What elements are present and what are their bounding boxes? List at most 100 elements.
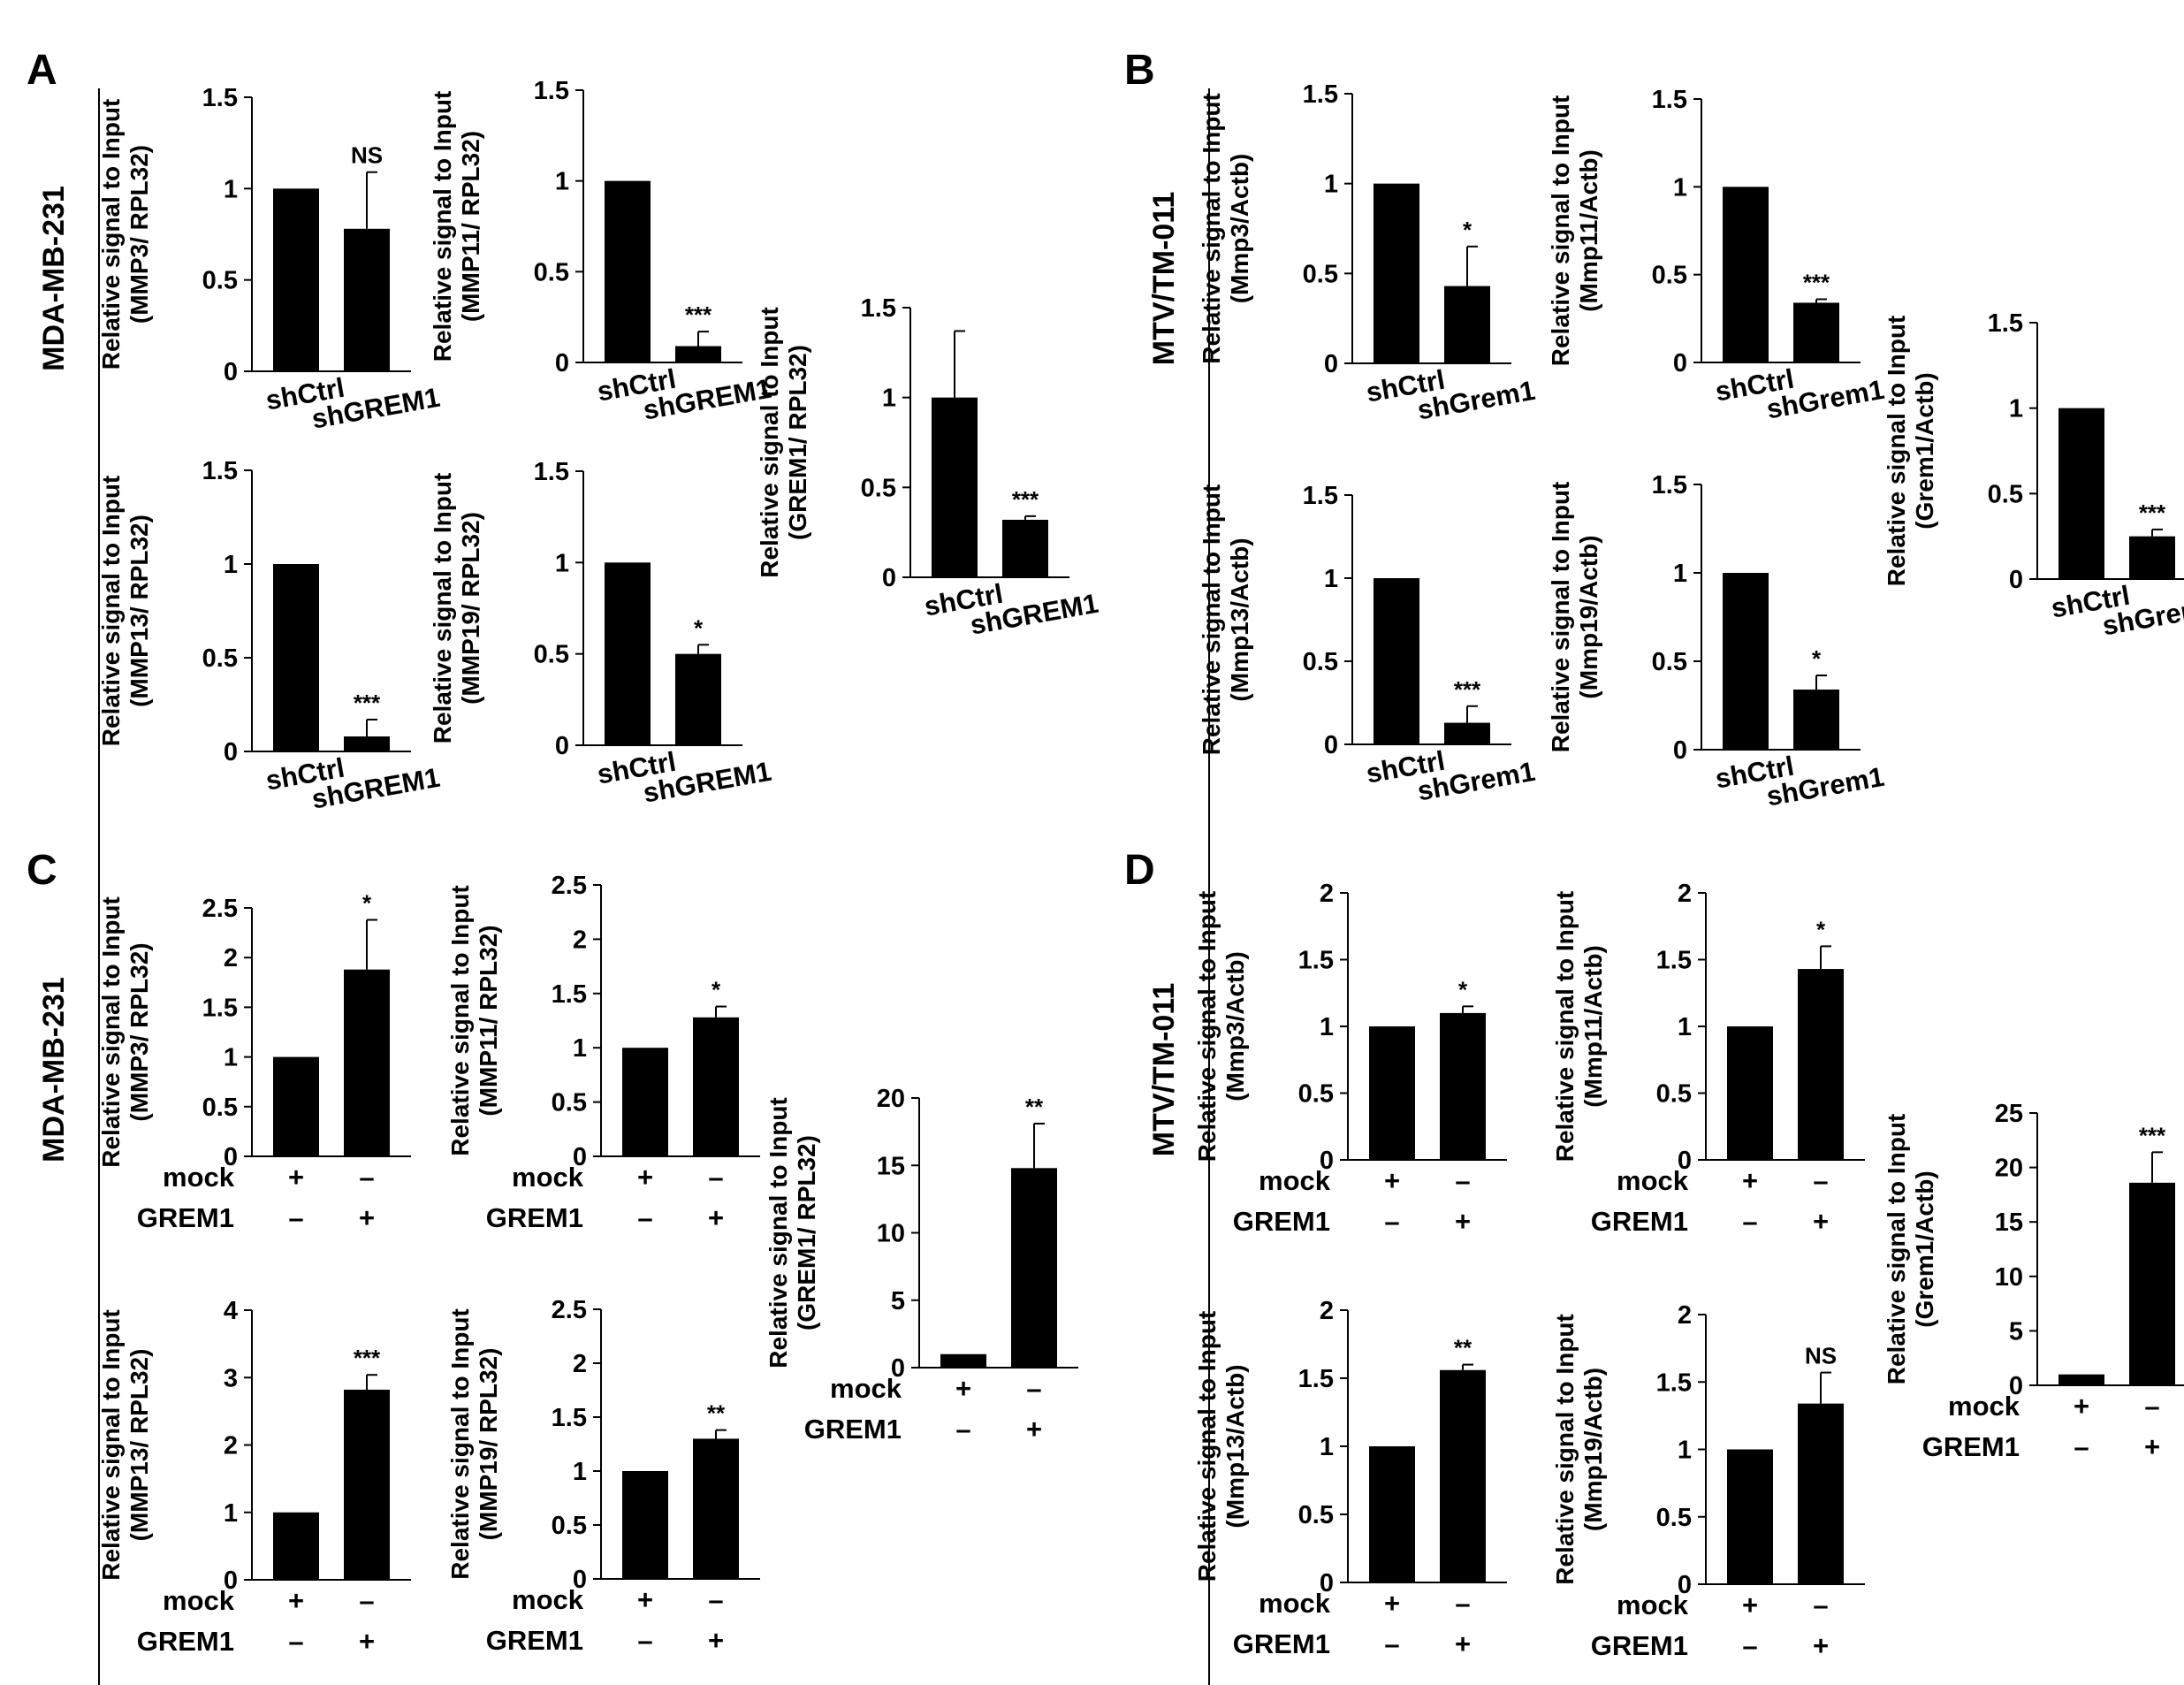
significance-label: ***	[1803, 269, 1830, 295]
y-tick-label: 0.5	[1298, 1080, 1334, 1109]
y-axis-title: Relative signal to Input	[429, 473, 456, 743]
treatment-sign: –	[1384, 1628, 1399, 1659]
chart-a-mmp19: 0 0.5 1 1.5 Relative signal to Input (MMP19/ …	[429, 458, 773, 809]
y-axis-subtitle: (MMP11/ RPL32)	[457, 131, 484, 322]
y-tick-label: 0	[555, 732, 569, 760]
y-tick-label: 0	[573, 1143, 587, 1171]
y-axis-title: Relative signal to Input	[1547, 482, 1574, 752]
y-tick-label: 1	[1673, 173, 1687, 202]
y-tick-label: 0	[1320, 1569, 1334, 1597]
treatment-sign: –	[1813, 1165, 1828, 1196]
y-tick-label: 0.5	[1652, 648, 1687, 676]
bar	[273, 1056, 319, 1156]
bar	[1793, 302, 1839, 362]
y-tick-label: 0	[1678, 1147, 1692, 1175]
chart-c-mmp3: 0 0.5 1 1.5 2 2.5 Relative signal to Input (MMP…	[97, 889, 411, 1233]
y-tick-label: 1.5	[534, 77, 569, 105]
bar	[273, 188, 319, 371]
y-tick-label: 0.5	[1652, 262, 1687, 290]
bar	[1444, 286, 1490, 363]
treatment-label: mock	[1259, 1165, 1331, 1196]
treatment-sign: –	[2074, 1431, 2089, 1462]
chart-a-mmp13: 0 0.5 1 1.5 Relative signal to Input (MMP13/ …	[97, 457, 442, 815]
bar	[344, 969, 390, 1156]
y-tick-label: 1	[224, 551, 238, 579]
bar	[1369, 1026, 1415, 1160]
cell-line-label: MDA-MB-231	[37, 186, 71, 371]
y-tick-label: 2.5	[552, 1296, 587, 1324]
bar	[1374, 578, 1419, 744]
y-tick-label: 0.5	[202, 267, 238, 295]
y-tick-label: 2.5	[202, 895, 238, 923]
bar	[675, 653, 721, 745]
y-tick-label: 1.5	[1656, 947, 1692, 975]
chart-b-mmp19: 0 0.5 1 1.5 Relative signal to Input (Mmp19/A…	[1547, 471, 1886, 812]
significance-label: ***	[354, 1345, 381, 1371]
chart-a-mmp11: 0 0.5 1 1.5 Relative signal to Input (MMP11/ …	[429, 77, 773, 426]
y-tick-label: 1	[555, 549, 569, 577]
y-axis-subtitle: (MMP13/ RPL32)	[126, 515, 153, 707]
chart-d-grem1: 0 5 10 15 20 25 Relative signal to Input (Grem1…	[1883, 1100, 2184, 1462]
chart-d-mmp11: 0 0.5 1 1.5 2 Relative signal to Input (Mmp11/…	[1551, 880, 1865, 1237]
y-tick-label: 1	[573, 1034, 587, 1063]
significance-label: *	[1816, 916, 1826, 942]
y-tick-label: 0	[573, 1566, 587, 1594]
y-tick-label: 1.5	[1988, 309, 2023, 338]
y-axis-title: Relative signal to Input	[429, 91, 456, 362]
chart-a-grem1: 0 0.5 1 1.5 Relative signal to Input (GREM1/ …	[756, 294, 1100, 641]
panel-letter: C	[27, 847, 57, 894]
bar	[1440, 1012, 1486, 1160]
treatment-sign: +	[1455, 1206, 1471, 1237]
treatment-sign: +	[1742, 1165, 1758, 1196]
bar	[1723, 187, 1769, 362]
treatment-sign: +	[1026, 1414, 1042, 1445]
treatment-label: GREM1	[1922, 1431, 2020, 1462]
chart-d-mmp13: 0 0.5 1 1.5 2 Relative signal to Input (Mmp13/…	[1193, 1297, 1507, 1659]
y-axis-subtitle: (GREM1/ RPL32)	[784, 345, 811, 540]
y-tick-label: 0	[555, 349, 569, 377]
bar	[675, 346, 721, 362]
y-tick-label: 1.5	[552, 1404, 587, 1432]
treatment-label: mock	[163, 1162, 235, 1193]
chart-d-mmp19: 0 0.5 1 1.5 2 Relative signal to Input (Mmp19/…	[1551, 1301, 1865, 1661]
y-tick-label: 1	[1678, 1013, 1692, 1041]
treatment-label: mock	[830, 1373, 902, 1404]
y-tick-label: 0	[224, 358, 238, 386]
significance-label: *	[694, 614, 704, 641]
y-tick-label: 2.5	[552, 872, 587, 900]
significance-label: *	[362, 889, 372, 916]
treatment-sign: +	[359, 1202, 375, 1233]
y-axis-subtitle: (MMP19/ RPL32)	[457, 512, 484, 705]
y-tick-label: 5	[2009, 1317, 2023, 1346]
y-tick-label: 0.5	[534, 641, 569, 669]
y-tick-label: 10	[877, 1220, 905, 1248]
bar	[2129, 1182, 2175, 1385]
y-tick-label: 20	[877, 1085, 905, 1113]
treatment-sign: –	[637, 1625, 652, 1656]
significance-label: ***	[1012, 486, 1039, 513]
bar	[1727, 1449, 1773, 1584]
treatment-sign: –	[359, 1162, 374, 1193]
y-tick-label: 2	[1320, 880, 1334, 908]
y-axis-subtitle: (Mmp3/Actb)	[1221, 951, 1249, 1102]
significance-label: ***	[354, 690, 381, 716]
treatment-sign: +	[288, 1585, 304, 1616]
treatment-label: mock	[512, 1584, 584, 1615]
y-axis-subtitle: (MMP13/ RPL32)	[126, 1349, 153, 1542]
y-tick-label: 2	[1678, 880, 1692, 908]
y-tick-label: 1.5	[1652, 86, 1687, 114]
bar	[1002, 519, 1048, 577]
chart-d-mmp3: 0 0.5 1 1.5 2 Relative signal to Input (Mmp3/A…	[1193, 880, 1507, 1237]
treatment-sign: –	[637, 1202, 652, 1233]
cell-line-label: MDA-MB-231	[37, 977, 71, 1163]
y-tick-label: 1	[1673, 560, 1687, 588]
y-tick-label: 0.5	[1656, 1504, 1692, 1532]
treatment-sign: –	[1813, 1590, 1828, 1620]
y-tick-label: 1.5	[861, 294, 896, 323]
y-tick-label: 15	[877, 1152, 905, 1180]
treatment-label: GREM1	[486, 1202, 583, 1233]
y-tick-label: 0	[1324, 350, 1338, 378]
treatment-label: mock	[1617, 1165, 1689, 1196]
y-axis-title: Relative signal to Input	[1883, 316, 1910, 586]
